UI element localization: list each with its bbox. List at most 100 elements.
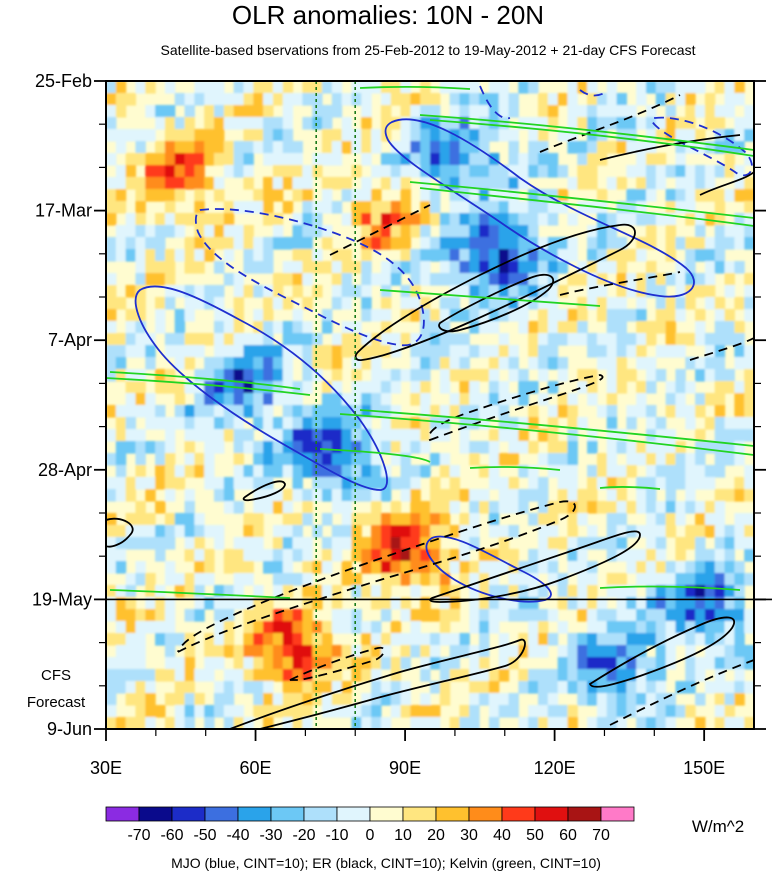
anomaly-cell: [685, 489, 696, 502]
anomaly-cell: [577, 297, 588, 310]
anomaly-cell: [518, 597, 529, 610]
anomaly-cell: [341, 405, 353, 418]
anomaly-cell: [695, 573, 706, 586]
anomaly-cell: [292, 621, 303, 634]
anomaly-cell: [587, 657, 598, 670]
anomaly-cell: [322, 657, 333, 670]
anomaly-cell: [695, 453, 706, 466]
anomaly-cell: [587, 273, 598, 286]
anomaly-cell: [282, 489, 294, 502]
anomaly-cell: [302, 381, 313, 394]
anomaly-cell: [449, 405, 461, 418]
anomaly-cell: [459, 489, 470, 502]
anomaly-cell: [145, 477, 156, 490]
anomaly-cell: [430, 573, 441, 586]
anomaly-cell: [538, 537, 549, 550]
anomaly-cell: [439, 333, 451, 346]
anomaly-cell: [714, 333, 726, 346]
anomaly-cell: [547, 525, 559, 538]
anomaly-cell: [577, 657, 588, 670]
anomaly-cell: [714, 81, 726, 94]
anomaly-cell: [488, 453, 500, 466]
anomaly-cell: [380, 441, 392, 454]
anomaly-cell: [675, 81, 686, 94]
anomaly-cell: [459, 213, 470, 226]
anomaly-cell: [312, 489, 323, 502]
anomaly-cell: [518, 381, 529, 394]
anomaly-cell: [223, 645, 235, 658]
anomaly-cell: [135, 657, 146, 670]
anomaly-cell: [331, 585, 343, 598]
anomaly-cell: [685, 597, 696, 610]
anomaly-cell: [361, 129, 372, 142]
anomaly-cell: [655, 177, 667, 190]
anomaly-cell: [479, 633, 490, 646]
anomaly-cell: [596, 633, 608, 646]
anomaly-cell: [665, 573, 677, 586]
anomaly-cell: [538, 321, 549, 334]
anomaly-cell: [714, 549, 726, 562]
anomaly-cell: [410, 297, 421, 310]
anomaly-cell: [734, 213, 745, 226]
anomaly-cell: [704, 525, 716, 538]
anomaly-field: [106, 81, 754, 729]
anomaly-cell: [135, 381, 146, 394]
colorbar-level-label: 50: [526, 827, 544, 844]
anomaly-cell: [302, 717, 313, 729]
anomaly-cell: [223, 561, 235, 574]
anomaly-cell: [430, 417, 441, 430]
anomaly-cell: [675, 633, 686, 646]
anomaly-cell: [341, 345, 353, 358]
anomaly-cell: [724, 561, 735, 574]
anomaly-cell: [214, 93, 225, 106]
anomaly-cell: [665, 513, 677, 526]
anomaly-cell: [488, 549, 500, 562]
anomaly-cell: [361, 177, 372, 190]
anomaly-cell: [135, 189, 146, 202]
anomaly-cell: [479, 549, 490, 562]
anomaly-cell: [557, 537, 569, 550]
anomaly-cell: [371, 141, 382, 154]
colorbar-swatch: [600, 806, 635, 822]
anomaly-cell: [704, 141, 716, 154]
anomaly-cell: [695, 273, 706, 286]
anomaly-cell: [547, 681, 559, 694]
anomaly-cell: [292, 693, 303, 706]
anomaly-cell: [410, 645, 421, 658]
anomaly-cell: [420, 225, 431, 238]
anomaly-cell: [508, 93, 519, 106]
anomaly-cell: [557, 669, 569, 682]
anomaly-cell: [400, 681, 411, 694]
anomaly-cell: [164, 417, 176, 430]
anomaly-cell: [744, 177, 754, 190]
anomaly-cell: [145, 177, 156, 190]
anomaly-cell: [420, 393, 431, 406]
anomaly-cell: [488, 465, 500, 478]
anomaly-cell: [204, 657, 215, 670]
anomaly-cell: [272, 285, 284, 298]
anomaly-cell: [194, 129, 205, 142]
y-tick-label: 28-Apr: [38, 460, 92, 480]
anomaly-cell: [361, 381, 372, 394]
anomaly-cell: [420, 249, 431, 262]
anomaly-cell: [518, 717, 529, 729]
anomaly-cell: [380, 489, 392, 502]
kelvin-contour: [419, 114, 754, 157]
anomaly-cell: [636, 405, 647, 418]
anomaly-cell: [547, 417, 559, 430]
anomaly-cell: [577, 201, 588, 214]
anomaly-cell: [675, 297, 686, 310]
anomaly-cell: [606, 249, 618, 262]
anomaly-cell: [469, 501, 480, 514]
anomaly-cell: [587, 225, 598, 238]
anomaly-cell: [724, 537, 735, 550]
anomaly-cell: [135, 177, 146, 190]
anomaly-cell: [302, 645, 313, 658]
anomaly-cell: [164, 189, 176, 202]
anomaly-cell: [577, 177, 588, 190]
anomaly-cell: [695, 333, 706, 346]
anomaly-cell: [636, 621, 647, 634]
anomaly-cell: [243, 681, 254, 694]
anomaly-cell: [557, 201, 569, 214]
anomaly-cell: [498, 201, 510, 214]
